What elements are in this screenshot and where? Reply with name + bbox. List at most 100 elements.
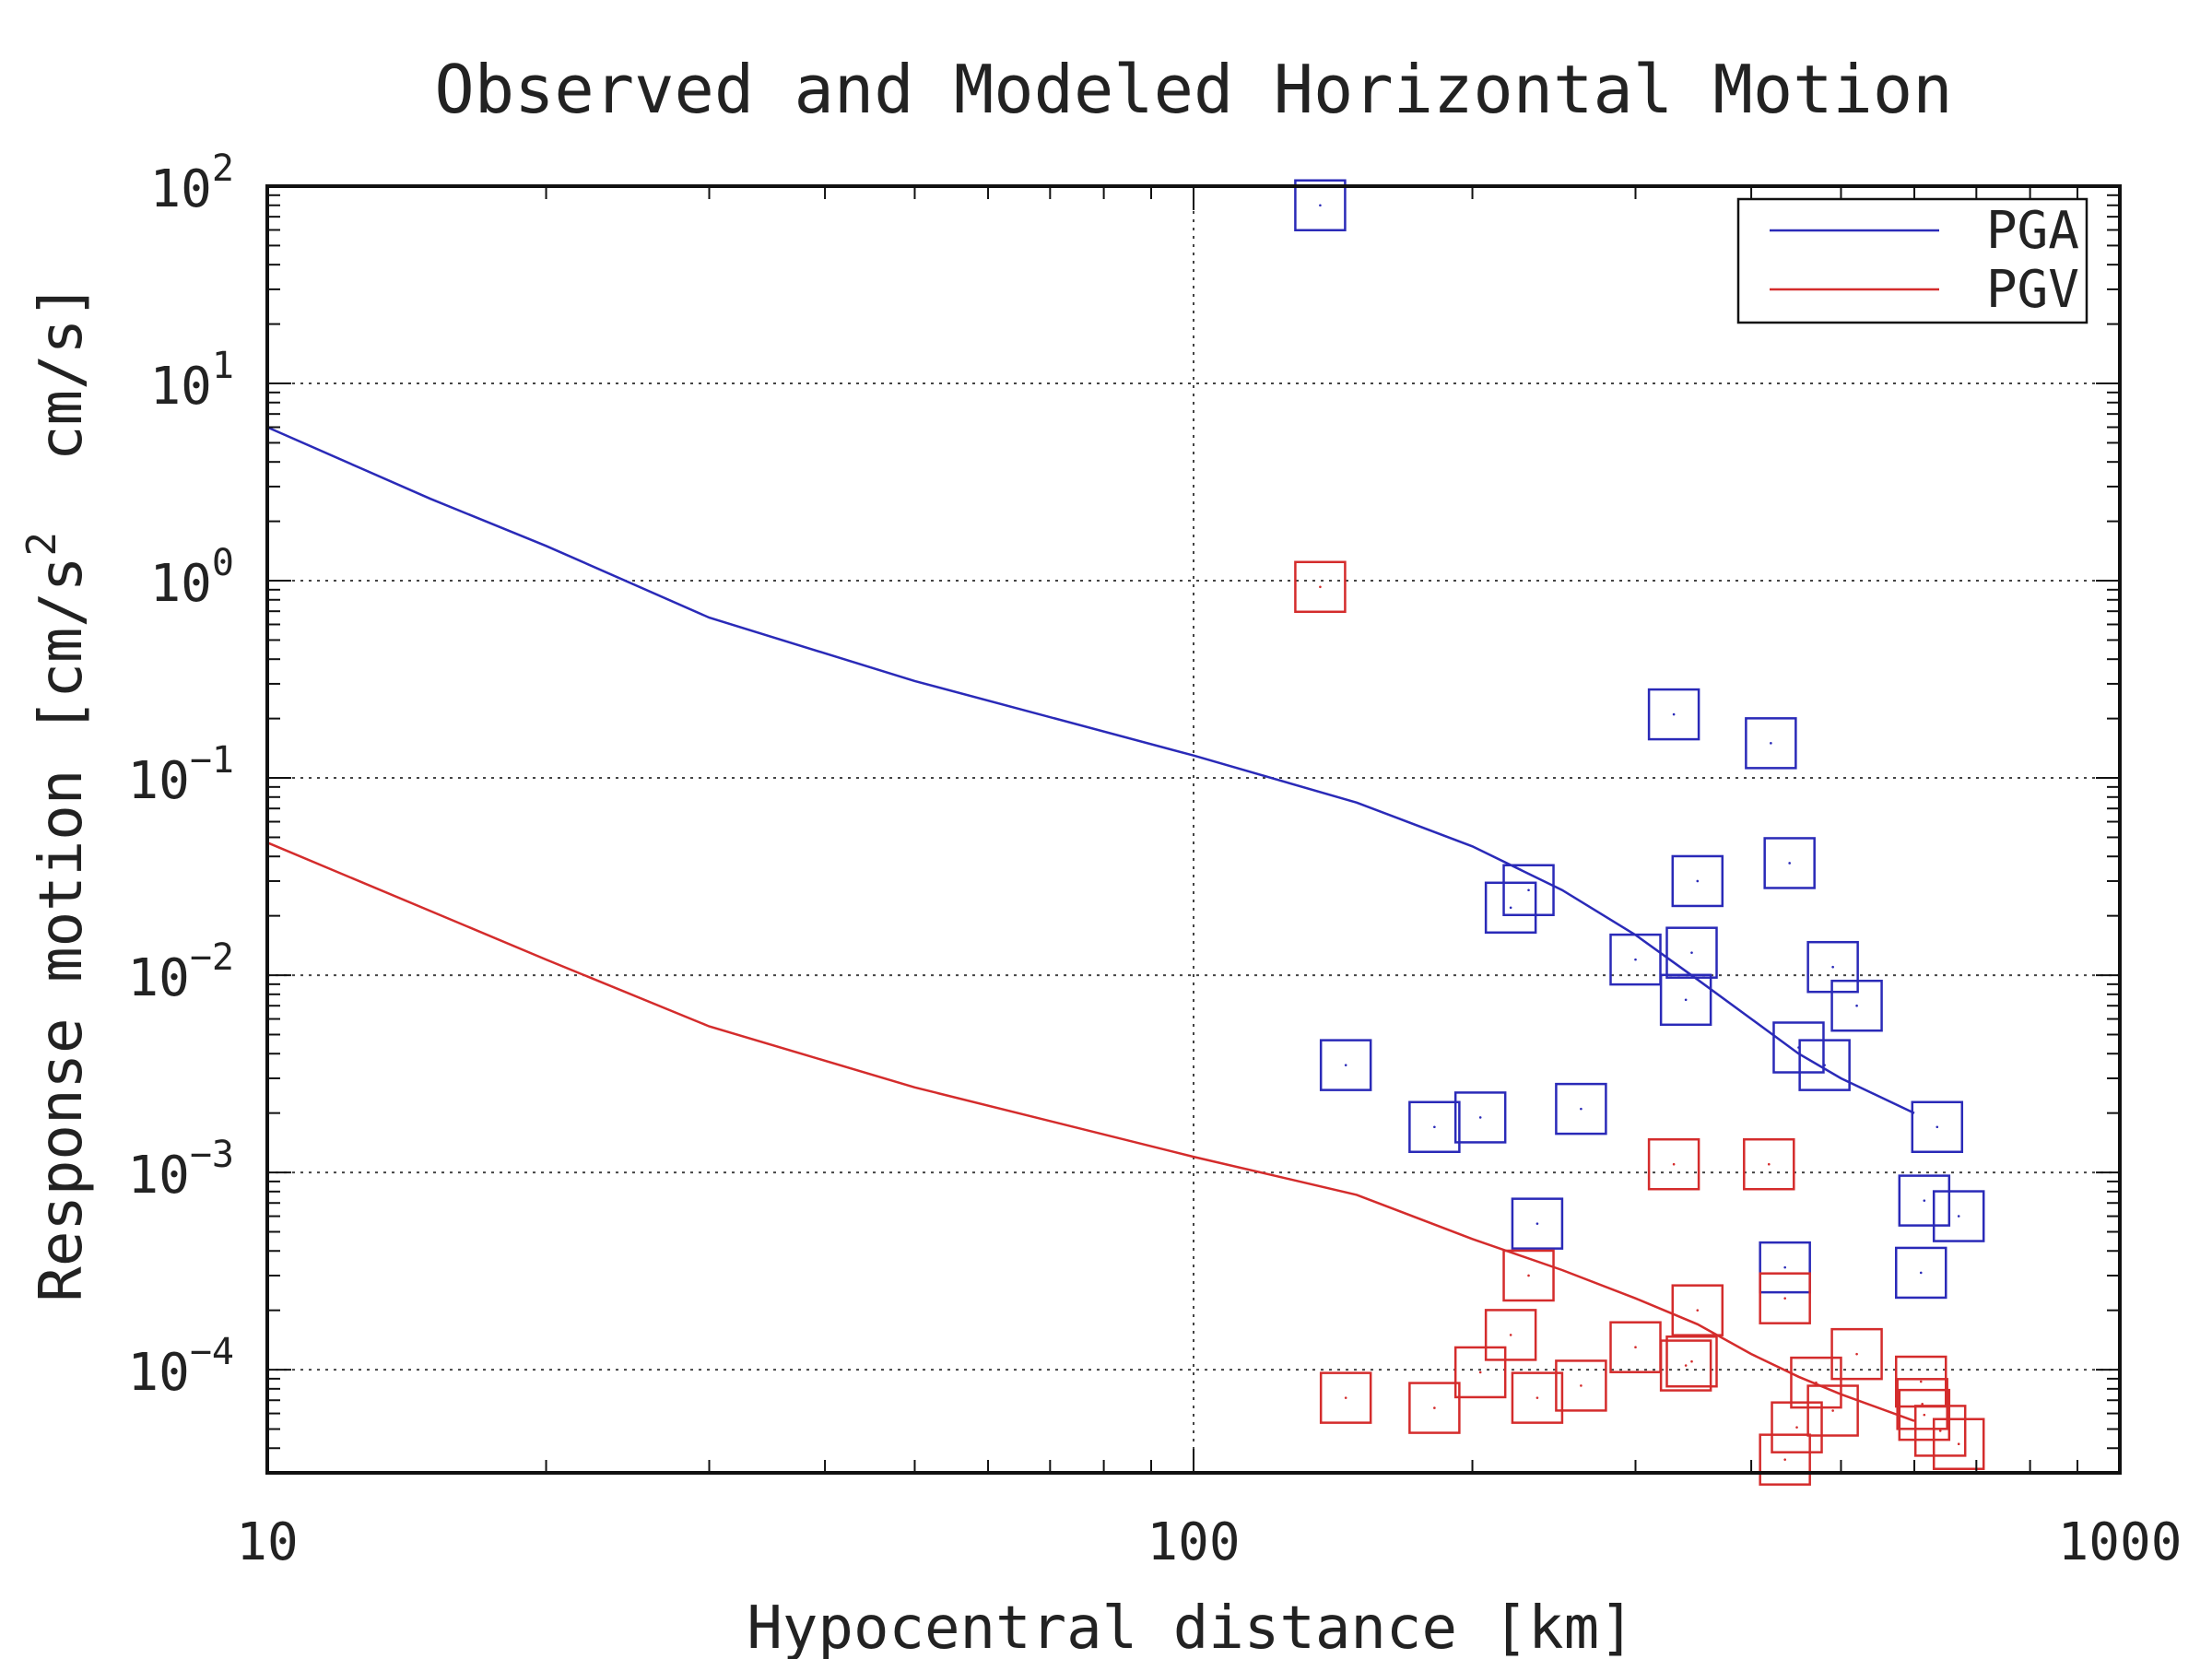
pgv-data-point xyxy=(1408,1382,1461,1434)
pgv-data-point-center xyxy=(1509,1334,1512,1336)
pgv-data-point-center xyxy=(1923,1413,1926,1417)
y-tick-label-exponent: 2 xyxy=(212,147,234,190)
axis-ticks xyxy=(266,186,2120,1474)
pgv-data-point-center xyxy=(1527,1274,1530,1277)
y-tick-label-exponent: 0 xyxy=(212,542,234,584)
pga-data-point-center xyxy=(1690,951,1693,954)
pga-data-point xyxy=(1671,854,1724,908)
pgv-data-point xyxy=(1932,1418,1985,1470)
pga-data-point-center xyxy=(1936,1125,1939,1129)
y-tick-label: 10−4 xyxy=(127,1331,234,1403)
pga-data-point-center xyxy=(1770,742,1772,745)
pgv-data-point-center xyxy=(1690,1359,1693,1363)
pga-data-point xyxy=(1294,179,1347,231)
pgv-data-point xyxy=(1659,1339,1712,1392)
pga-data-point-center xyxy=(1527,888,1530,892)
y-tick-label: 101 xyxy=(149,345,234,417)
pga-data-point-center xyxy=(1634,958,1637,961)
pgv-data-point xyxy=(1511,1371,1564,1424)
y-tick-label: 10−1 xyxy=(127,739,234,811)
pgv-data-point-center xyxy=(1921,1403,1924,1406)
pga-data-point-center xyxy=(1919,1271,1923,1275)
pga-data-point-center xyxy=(1672,712,1676,716)
y-tick-label-base: 10 xyxy=(149,554,211,614)
y-tick-label-exponent: −3 xyxy=(190,1134,234,1176)
y-axis-label: Response motion [cm/s2 cm/s] xyxy=(18,283,96,1301)
pgv-data-point xyxy=(1771,1401,1823,1453)
y-tick-label-exponent: −2 xyxy=(190,936,234,979)
pgv-data-point xyxy=(1453,1346,1507,1399)
pga-data-point xyxy=(1830,979,1883,1032)
y-axis-label-main: Response motion [cm/s xyxy=(28,557,96,1302)
pgv-data-point-center xyxy=(1795,1426,1798,1429)
pgv-data-point-center xyxy=(1919,1380,1923,1383)
x-axis-label: Hypocentral distance [km] xyxy=(747,1594,1634,1659)
y-axis-label-unit: cm/s] xyxy=(28,283,96,532)
pga-data-point xyxy=(1745,717,1797,770)
pga-data-point xyxy=(1659,973,1712,1027)
pga-data-point xyxy=(1647,688,1700,741)
pga-data-point-center xyxy=(1823,1064,1826,1066)
pga-data-point xyxy=(1511,1197,1564,1250)
pgv-data-point-center xyxy=(1938,1430,1942,1432)
pgv-data-point-center xyxy=(1580,1384,1583,1387)
pga-data-point xyxy=(1319,1039,1372,1091)
pgv-data-point-center xyxy=(1319,585,1322,589)
pga-data-point xyxy=(1502,864,1555,916)
x-axis-tick-labels: 10 100 1000 xyxy=(236,1512,2182,1572)
pga-data-point-center xyxy=(1957,1215,1960,1218)
pga-data-point-center xyxy=(1788,862,1791,865)
y-tick-label-base: 10 xyxy=(127,1343,189,1403)
grid xyxy=(267,186,2120,1473)
pgv-data-point-center xyxy=(1831,1409,1834,1412)
pgv-data-point xyxy=(1790,1356,1842,1409)
pga-model-line xyxy=(266,426,1915,1114)
pga-data-point xyxy=(1484,881,1537,935)
pga-data-point xyxy=(1763,837,1816,889)
pgv-data-point-center xyxy=(1855,1352,1858,1356)
pgv-data-point xyxy=(1555,1359,1607,1412)
pgv-data-point-center xyxy=(1684,1364,1688,1367)
pga-data-point-center xyxy=(1831,965,1834,969)
pgv-data-point-center xyxy=(1344,1396,1347,1399)
pga-series xyxy=(266,179,1985,1300)
legend-label-pga: PGA xyxy=(1986,201,2079,261)
pgv-data-point xyxy=(1665,1335,1718,1388)
pga-data-point xyxy=(1798,1039,1851,1091)
pgv-data-point xyxy=(1806,1384,1859,1437)
y-tick-label-base: 10 xyxy=(127,751,189,811)
pgv-data-point xyxy=(1913,1405,1967,1457)
pga-data-point-center xyxy=(1319,204,1322,207)
pga-data-point-center xyxy=(1923,1199,1926,1202)
y-tick-label-base: 10 xyxy=(127,948,189,1008)
y-axis-label-superscript: 2 xyxy=(18,532,65,557)
x-tick-label: 1000 xyxy=(2058,1512,2183,1572)
y-tick-label-exponent: 1 xyxy=(212,345,234,387)
y-tick-label-exponent: −4 xyxy=(190,1331,234,1373)
pga-data-point-center xyxy=(1509,906,1512,910)
pgv-data-point-center xyxy=(1815,1381,1818,1384)
pga-data-point xyxy=(1898,1174,1951,1227)
pgv-data-point-center xyxy=(1767,1162,1771,1166)
pga-data-point xyxy=(1408,1100,1461,1154)
legend-label-pgv: PGV xyxy=(1986,260,2079,320)
pgv-data-point-center xyxy=(1783,1297,1786,1300)
pga-data-point-center xyxy=(1855,1004,1858,1007)
pgv-data-point xyxy=(1896,1378,1948,1430)
pga-data-point-center xyxy=(1696,879,1700,883)
pga-data-point-center xyxy=(1783,1265,1786,1269)
pgv-data-point xyxy=(1898,1388,1951,1441)
pga-data-point-center xyxy=(1535,1222,1539,1225)
pgv-data-point-center xyxy=(1696,1309,1700,1312)
pga-data-point xyxy=(1555,1082,1607,1135)
pga-data-point-center xyxy=(1684,998,1688,1002)
pga-data-point xyxy=(1453,1091,1507,1144)
y-tick-label: 10−2 xyxy=(127,936,234,1008)
pgv-data-point xyxy=(1759,1433,1811,1486)
pgv-data-point-center xyxy=(1783,1458,1786,1461)
pgv-data-point xyxy=(1647,1137,1700,1191)
pgv-data-point-center xyxy=(1957,1442,1960,1446)
pgv-data-point xyxy=(1484,1309,1537,1361)
